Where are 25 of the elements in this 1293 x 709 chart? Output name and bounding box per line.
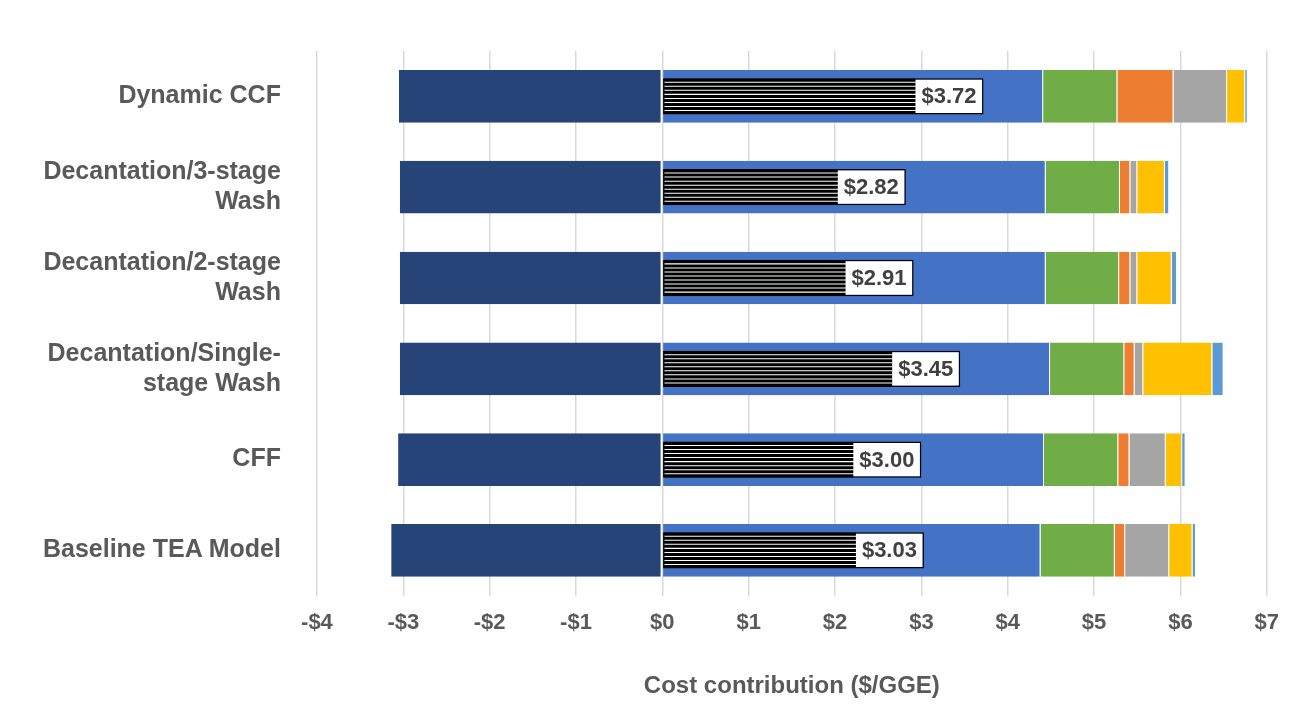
x-tick-label: $6: [1168, 609, 1193, 635]
y-tick-label: CFF: [232, 443, 281, 472]
y-tick-label: Decantation/Single-stage Wash: [47, 337, 281, 396]
x-tick-label: -$1: [560, 609, 592, 635]
y-tick-label: Dynamic CCF: [118, 80, 281, 109]
x-tick-label: $4: [995, 609, 1021, 635]
x-tick-label: $7: [1254, 609, 1280, 635]
x-tick-label: -$3: [387, 609, 420, 635]
x-tick-label: $2: [822, 609, 848, 635]
x-tick-label: -$2: [473, 609, 506, 635]
x-tick-label: $0: [650, 609, 675, 635]
x-tick-label: $5: [1081, 609, 1107, 635]
y-tick-label: Decantation/2-stage Wash: [43, 246, 282, 305]
data-label: $3.45: [898, 355, 954, 381]
y-tick-label: Baseline TEA Model: [42, 534, 281, 563]
x-tick-label: $3: [909, 609, 934, 635]
data-label: $2.91: [851, 265, 907, 291]
x-tick-label: $1: [736, 609, 761, 635]
data-label: $2.82: [843, 174, 899, 200]
y-tick-label: Decantation/3-stage Wash: [43, 156, 282, 215]
data-label: $3.03: [861, 537, 917, 563]
data-label: $3.00: [859, 446, 915, 472]
data-label: $3.72: [921, 83, 977, 109]
x-tick-label: -$4: [301, 609, 334, 635]
x-axis-title: Cost contribution ($/GGE): [643, 671, 940, 699]
